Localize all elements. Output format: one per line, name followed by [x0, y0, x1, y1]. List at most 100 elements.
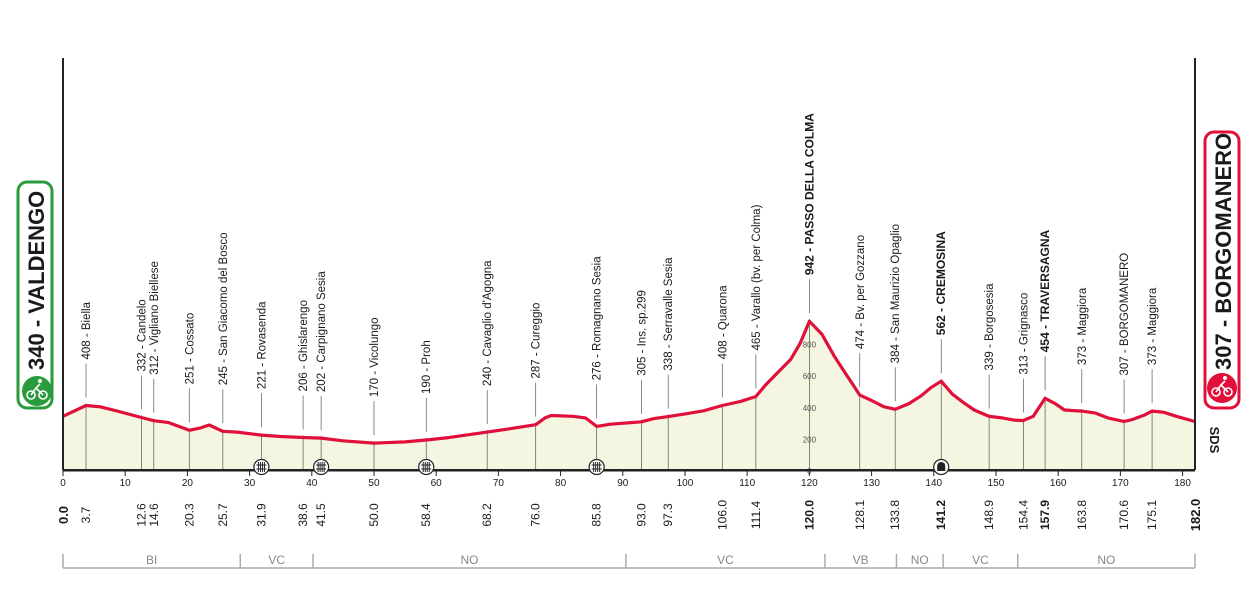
x-tick-label: 50	[368, 478, 380, 489]
x-tick-label: 120	[801, 478, 818, 489]
x-tick-label: 40	[306, 478, 318, 489]
waypoint-label: 307 - BORGOMANERO	[1119, 253, 1131, 376]
waypoint-label: 240 - Cavaglio d'Agogna	[482, 260, 494, 386]
waypoint-label: 373 - Maggiora	[1077, 287, 1089, 365]
waypoint-km-label: 97.3	[661, 503, 675, 527]
region-label: BI	[146, 553, 157, 567]
waypoint-label: 305 - Ins. sp.299	[636, 290, 648, 376]
waypoint-km-label: 31.9	[254, 503, 268, 527]
waypoint-label: 251 - Cossato	[184, 313, 196, 385]
cyclist-finish-icon	[1207, 373, 1237, 403]
waypoint-km-label: 41.5	[314, 503, 328, 527]
waypoint-label: 942 - PASSO DELLA COLMA	[802, 113, 816, 275]
waypoint-km-label: 148.9	[982, 500, 996, 530]
waypoint-label: 202 - Carpignano Sesia	[316, 271, 328, 392]
waypoint-label: 373 - Maggiora	[1147, 287, 1159, 365]
waypoint-label: 190 - Proh	[421, 340, 433, 394]
waypoint-label: 170 - Vicolungo	[369, 317, 381, 397]
railway-crossing-icon	[588, 458, 605, 476]
waypoint-label: 474 - Bv. per Gozzano	[855, 235, 867, 349]
x-tick-label: 0	[60, 478, 66, 489]
waypoint-label: 332 - Candelo	[136, 299, 148, 371]
waypoint-km-label: 111.4	[749, 501, 763, 530]
waypoint-label: 339 - Borgosesia	[984, 283, 996, 371]
x-tick-label: 30	[244, 478, 256, 489]
region-label: VC	[717, 553, 734, 567]
waypoint-km-label: 50.0	[367, 503, 381, 527]
x-tick-label: 170	[1112, 478, 1129, 489]
region-label: NO	[460, 553, 478, 567]
waypoint-label: 562 - CREMOSINA	[934, 231, 948, 335]
railway-crossing-icon	[253, 458, 270, 476]
waypoint-km-label: 170.6	[1117, 500, 1131, 530]
x-tick-label: 60	[431, 478, 443, 489]
x-tick-label: 80	[555, 478, 567, 489]
x-tick-label: 10	[120, 478, 132, 489]
finish-badge: 307 - BORGOMANERO	[1203, 130, 1241, 410]
waypoint-km-label: 163.8	[1075, 500, 1089, 530]
x-tick-label: 70	[493, 478, 505, 489]
x-tick-label: 20	[182, 478, 194, 489]
waypoint-km-label: 141.2	[934, 500, 948, 530]
waypoint-label: 384 - San Maurizio Opaglio	[890, 224, 902, 363]
waypoint-label: 221 - Rovasenda	[256, 301, 268, 389]
waypoint-label: 408 - Quarona	[717, 285, 729, 360]
waypoint-km-label: 128.1	[853, 500, 867, 530]
waypoint-label: 313 - Grignasco	[1018, 293, 1030, 375]
waypoint-km-label: 38.6	[296, 503, 310, 527]
waypoint-label: 276 - Romagnano Sesia	[592, 256, 604, 381]
waypoint-km-label: 133.8	[888, 500, 902, 530]
railway-crossing-icon	[313, 458, 330, 476]
x-tick-label: 150	[988, 478, 1005, 489]
waypoint-km-label: 157.9	[1038, 500, 1052, 530]
x-axis-line	[63, 469, 1195, 472]
finish-label: 307 - BORGOMANERO	[1211, 133, 1236, 370]
waypoint-km-label: 25.7	[216, 503, 230, 527]
region-label: VB	[853, 553, 869, 567]
waypoint-km-label: 3.7	[79, 506, 93, 523]
waypoint-km-label: 68.2	[480, 503, 494, 527]
waypoint-label: 287 - Cureggio	[531, 303, 543, 379]
x-tick-label: 110	[739, 478, 755, 489]
x-tick-label: 130	[863, 478, 880, 489]
cyclist-start-icon	[22, 376, 52, 406]
waypoint-km-label: 106.0	[715, 500, 729, 530]
start-badge: 340 - VALDENGO	[16, 180, 54, 410]
profile-line	[62, 319, 1196, 445]
waypoint-km-label: 93.0	[634, 503, 648, 527]
start-km-label: 0.0	[56, 506, 71, 524]
waypoint-label: 408 - Biella	[81, 301, 93, 359]
brand-logo: SDS	[1207, 427, 1222, 454]
waypoint-label: 465 - Varallo (bv. per Colma)	[751, 204, 763, 350]
waypoint-label: 312 - Vigliano Biellese	[149, 261, 161, 375]
region-label: NO	[1097, 553, 1115, 567]
waypoint-km-label: 20.3	[182, 503, 196, 527]
waypoint-km-label: 154.4	[1016, 500, 1030, 530]
x-tick-label: 90	[617, 478, 629, 489]
waypoint-km-label: 58.4	[419, 503, 433, 527]
region-label: VC	[268, 553, 285, 567]
waypoint-km-label: 14.6	[147, 503, 161, 527]
waypoint-label: 338 - Serravalle Sesia	[663, 257, 675, 371]
profile-fill	[63, 321, 1195, 470]
x-tick-label: 160	[1050, 478, 1067, 489]
region-label: VC	[972, 553, 989, 567]
finish-km-label: 182.0	[1188, 499, 1203, 532]
x-tick-label: 140	[925, 478, 942, 489]
waypoint-label: 454 - TRAVERSAGNA	[1038, 229, 1052, 352]
tunnel-icon	[933, 458, 950, 476]
waypoint-km-label: 12.6	[134, 503, 148, 527]
region-label: NO	[911, 553, 929, 567]
waypoint-km-label: 85.8	[590, 503, 604, 527]
waypoint-km-label: 120.0	[802, 500, 816, 530]
start-label: 340 - VALDENGO	[24, 191, 49, 370]
x-tick-label: 100	[677, 478, 694, 489]
railway-crossing-icon	[418, 458, 435, 476]
waypoint-label: 206 - Ghislarengo	[298, 300, 310, 391]
waypoint-km-label: 175.1	[1145, 500, 1159, 530]
waypoint-label: 245 - San Giacomo del Bosco	[218, 233, 230, 386]
x-tick-label: 180	[1174, 478, 1191, 489]
waypoint-km-label: 76.0	[529, 503, 543, 527]
